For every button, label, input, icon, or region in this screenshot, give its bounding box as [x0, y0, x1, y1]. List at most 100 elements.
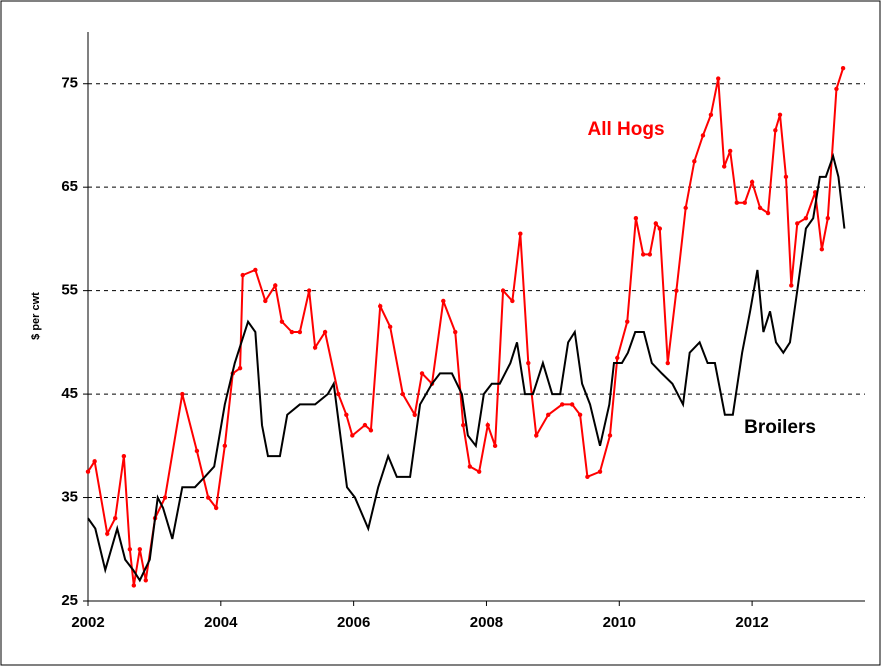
x-tick-label: 2012 — [735, 614, 768, 631]
point — [237, 366, 243, 371]
point — [350, 433, 355, 438]
point — [840, 66, 846, 71]
point — [546, 412, 551, 417]
point — [222, 443, 228, 449]
point — [653, 221, 659, 226]
x-tick-label: 2008 — [470, 614, 503, 631]
point — [368, 428, 374, 433]
point — [273, 283, 278, 288]
point — [206, 495, 211, 500]
point — [657, 226, 662, 231]
point — [777, 112, 783, 117]
point — [312, 345, 318, 350]
point — [674, 288, 679, 293]
point — [400, 391, 405, 397]
point — [585, 474, 590, 480]
y-axis-label: $ per cwt — [30, 292, 42, 340]
point — [665, 360, 670, 366]
point — [137, 547, 142, 552]
point — [105, 531, 110, 536]
point — [783, 174, 789, 180]
point — [569, 402, 575, 407]
point — [640, 252, 646, 257]
point — [162, 495, 168, 500]
point — [819, 247, 825, 252]
point — [306, 288, 312, 293]
x-tick-label: 2004 — [204, 614, 238, 631]
point — [485, 422, 490, 428]
point — [825, 216, 831, 221]
point — [461, 422, 466, 428]
point — [773, 128, 778, 133]
y-tick-label: 75 — [61, 75, 78, 92]
point — [263, 298, 268, 304]
point — [692, 159, 697, 164]
point — [297, 329, 303, 335]
point — [279, 319, 285, 324]
point — [559, 402, 565, 407]
point — [441, 298, 446, 304]
point — [722, 164, 727, 169]
point — [344, 412, 349, 417]
point — [387, 324, 393, 330]
point — [510, 298, 515, 304]
point — [131, 583, 137, 588]
point — [742, 200, 747, 205]
point — [500, 288, 506, 293]
point — [683, 205, 688, 211]
point — [378, 303, 383, 309]
point — [789, 283, 794, 288]
point — [716, 76, 721, 81]
point — [795, 221, 800, 226]
point — [253, 267, 258, 273]
point — [577, 412, 583, 417]
point — [700, 133, 706, 138]
point — [625, 319, 630, 324]
point — [143, 578, 148, 583]
point — [92, 459, 97, 464]
x-tick-label: 2002 — [71, 614, 104, 631]
point — [534, 433, 539, 438]
point — [765, 210, 771, 216]
point — [412, 412, 417, 417]
point — [180, 391, 185, 397]
point — [727, 148, 733, 154]
series-line — [87, 152, 846, 583]
point — [240, 272, 245, 278]
x-tick-label: 2010 — [603, 614, 636, 631]
point — [749, 179, 755, 185]
point — [121, 453, 127, 459]
point — [492, 443, 498, 449]
point — [607, 433, 613, 438]
point — [734, 200, 740, 205]
point — [597, 469, 603, 474]
y-tick-label: 55 — [61, 282, 78, 299]
point — [708, 112, 714, 117]
point — [322, 329, 328, 335]
annotation: Broilers — [744, 417, 816, 438]
point — [336, 391, 341, 397]
annotation: All Hogs — [587, 119, 664, 140]
point — [757, 205, 763, 211]
point — [518, 231, 523, 236]
point — [647, 252, 653, 257]
point — [213, 505, 219, 511]
point — [362, 422, 368, 428]
point — [803, 216, 809, 221]
point — [127, 547, 133, 552]
point — [419, 371, 425, 376]
point — [289, 329, 295, 335]
y-tick-label: 45 — [61, 385, 78, 402]
point — [194, 448, 200, 454]
point — [85, 469, 91, 474]
point — [526, 360, 531, 366]
point — [453, 329, 458, 335]
y-tick-label: 25 — [61, 592, 78, 609]
y-tick-label: 65 — [61, 178, 78, 195]
point — [834, 86, 839, 92]
y-tick-label: 35 — [61, 489, 78, 506]
point — [467, 464, 473, 469]
point — [113, 516, 118, 521]
